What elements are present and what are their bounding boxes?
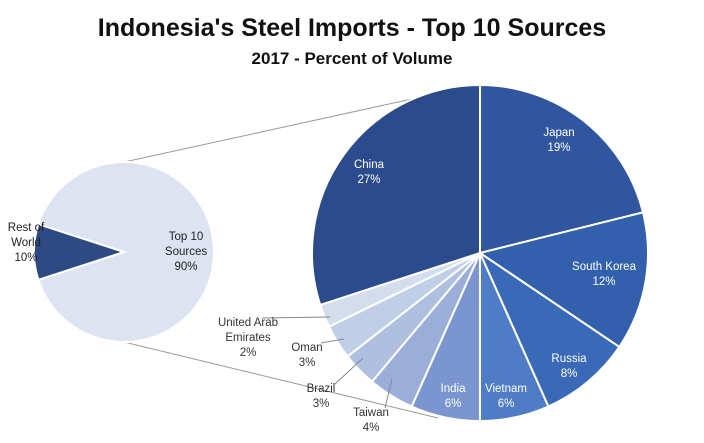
label-south-korea: South Korea 12%	[572, 261, 637, 288]
slice-south-korea	[477, 211, 649, 349]
leader-line-brazil	[334, 357, 364, 385]
slice-china	[310, 83, 481, 307]
overview-pie	[32, 161, 215, 343]
slice-japan	[479, 83, 645, 255]
leader-line-oman	[320, 338, 345, 344]
chart-subtitle: 2017 - Percent of Volume	[251, 49, 453, 68]
chart-title: Indonesia's Steel Imports - Top 10 Sourc…	[97, 14, 607, 42]
breakdown-pie	[310, 83, 649, 423]
label-china: China 27%	[354, 159, 385, 186]
leader-line-taiwan	[384, 378, 393, 409]
label-rest-of-world: Rest of World 10%	[8, 222, 45, 264]
label-top-10-sources: Top 10 Sources 90%	[165, 231, 207, 273]
label-brazil: Brazil 3%	[307, 383, 336, 410]
label-japan: Japan 19%	[543, 127, 574, 154]
label-united-arab-emirates: United Arab Emirates 2%	[218, 317, 278, 359]
slice-labels: Top 10 Sources 90% Rest of World 10% Japan 19% S…	[8, 127, 637, 434]
label-oman: Oman 3%	[291, 342, 322, 369]
label-vietnam: Vietnam 6%	[485, 383, 527, 410]
slice-russia	[477, 250, 621, 408]
slice-rest-of-world	[32, 222, 128, 282]
leader-line-united-arab-emirates	[261, 316, 331, 319]
label-india: India 6%	[441, 383, 467, 410]
label-russia: Russia 8%	[551, 353, 587, 380]
label-taiwan: Taiwan 4%	[353, 407, 389, 434]
